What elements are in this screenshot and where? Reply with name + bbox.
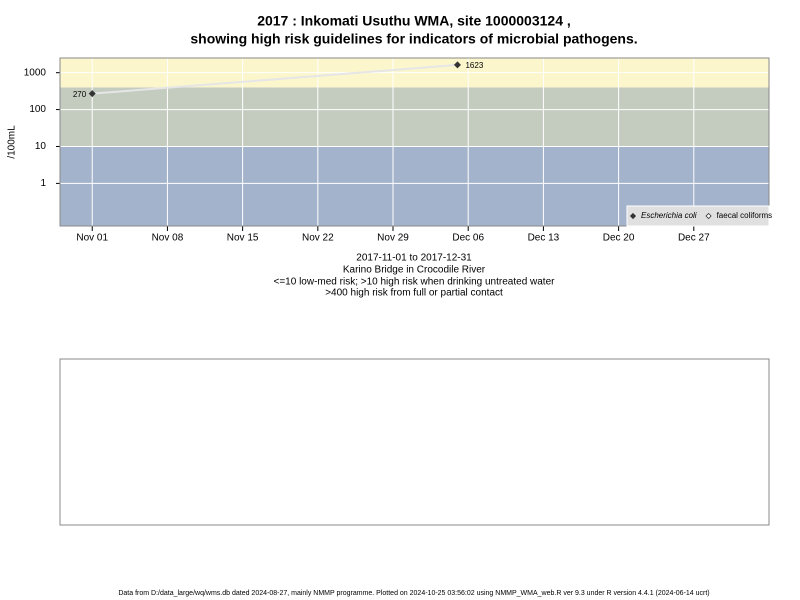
data-point <box>453 61 461 69</box>
caption: <=10 low-med risk; >10 high risk when dr… <box>274 277 556 288</box>
x-tick-label: Nov 08 <box>152 233 184 244</box>
y-tick-label: 10 <box>35 141 47 152</box>
legend-label: faecal coliforms <box>717 211 773 220</box>
data-label: 1623 <box>465 61 483 70</box>
y-axis-label: /100mL <box>7 125 18 159</box>
x-tick-label: Dec 13 <box>528 233 560 244</box>
y-tick-label: 1 <box>40 178 46 189</box>
x-tick-label: Nov 29 <box>377 233 409 244</box>
caption: 2017-11-01 to 2017-12-31 <box>356 253 472 264</box>
x-tick-label: Dec 20 <box>603 233 635 244</box>
legend-marker <box>705 212 712 220</box>
x-tick-label: Nov 22 <box>302 233 334 244</box>
caption: >400 high risk from full or partial cont… <box>325 288 503 299</box>
series-line <box>92 63 458 95</box>
x-tick-label: Dec 06 <box>452 233 484 244</box>
legend-label: Escherichia coli <box>641 211 697 220</box>
data-label: 270 <box>73 90 87 99</box>
chart-title: 2017 : Inkomati Usuthu WMA, site 1000003… <box>257 13 571 29</box>
x-tick-label: Nov 15 <box>227 233 259 244</box>
risk-band <box>60 87 769 147</box>
x-tick-label: Nov 01 <box>76 233 108 244</box>
y-tick-label: 100 <box>29 104 46 115</box>
legend-box <box>626 205 770 227</box>
chart-title: showing high risk guidelines for indicat… <box>190 31 637 47</box>
data-point <box>88 90 96 98</box>
plot-frame <box>59 57 770 227</box>
empty-panel <box>59 358 770 526</box>
caption: Karino Bridge in Crocodile River <box>343 265 486 276</box>
footer: Data from D:/data_large/wq/wms.db dated … <box>118 590 709 597</box>
legend-marker <box>629 212 637 220</box>
y-tick-label: 1000 <box>24 67 47 78</box>
x-tick-label: Dec 27 <box>678 233 710 244</box>
